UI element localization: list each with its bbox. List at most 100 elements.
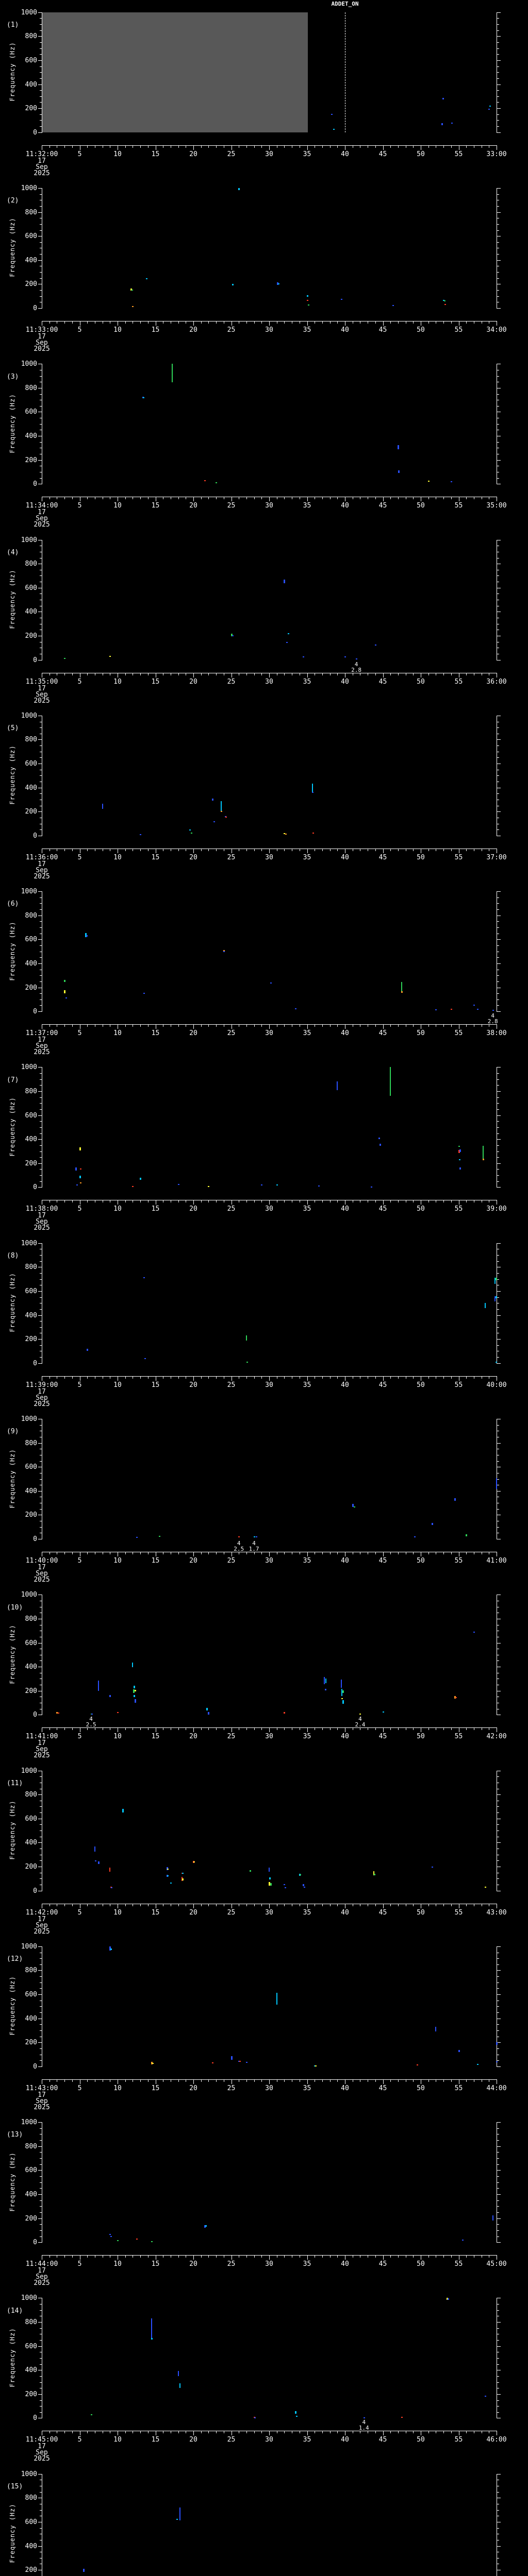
x-tick-label: 10 xyxy=(113,150,122,158)
y-tick xyxy=(38,460,42,461)
x-tick xyxy=(140,1025,141,1027)
y-tick xyxy=(497,1145,499,1146)
x-tick xyxy=(254,1025,255,1027)
x-tick-label: 20 xyxy=(189,1205,197,1213)
x-tick xyxy=(193,2256,194,2260)
y-tick xyxy=(38,1946,42,1947)
detection-point xyxy=(245,2062,248,2063)
x-tick xyxy=(64,1552,65,1554)
y-tick xyxy=(40,2510,42,2511)
x-tick-label: 35 xyxy=(303,502,311,510)
y-axis-title: Frequency (Hz) xyxy=(9,1976,16,2036)
x-tick xyxy=(125,321,126,324)
x-tick xyxy=(125,849,126,851)
event-marker-count: 4 xyxy=(354,660,358,668)
x-tick xyxy=(428,497,429,500)
x-tick xyxy=(125,1025,126,1027)
y-tick xyxy=(40,1127,42,1128)
y-tick xyxy=(40,2164,42,2165)
y-tick xyxy=(38,1994,42,1995)
y-tick xyxy=(40,897,42,898)
y-tick-label: 400 xyxy=(25,1663,37,1671)
detection-point xyxy=(208,1712,210,1715)
detection-point xyxy=(306,299,308,301)
detection-point xyxy=(442,97,444,99)
date-label: 2025 xyxy=(34,1927,50,1936)
x-tick-label: 35 xyxy=(303,326,311,334)
x-tick xyxy=(413,1200,414,1203)
y-tick xyxy=(38,2394,42,2395)
y-tick xyxy=(497,1297,499,1298)
x-tick xyxy=(383,1728,384,1733)
detection-point xyxy=(122,1808,124,1812)
y-tick xyxy=(497,114,499,115)
x-tick xyxy=(466,1376,467,1379)
detection-point xyxy=(458,1159,460,1160)
panel-index-label: (2) xyxy=(7,197,19,205)
detection-point xyxy=(379,1143,381,1146)
x-tick xyxy=(178,1025,179,1027)
x-tick-label: 20 xyxy=(189,1557,197,1565)
y-tick xyxy=(40,957,42,958)
x-tick xyxy=(375,2079,376,2082)
x-tick-label: 25 xyxy=(227,2084,236,2092)
x-tick-label: 35:00 xyxy=(486,502,507,510)
y-tick xyxy=(497,2164,499,2165)
y-tick xyxy=(38,2194,42,2195)
y-tick xyxy=(40,1279,42,1280)
y-tick xyxy=(38,84,42,85)
detection-point xyxy=(363,2417,365,2419)
x-tick-label: 35 xyxy=(303,1733,311,1741)
y-tick xyxy=(497,12,501,13)
y-tick xyxy=(38,739,42,740)
y-tick xyxy=(40,1982,42,1983)
x-tick xyxy=(254,145,255,148)
x-tick xyxy=(208,1728,209,1731)
detection-point xyxy=(496,2061,498,2063)
x-tick xyxy=(329,1904,331,1906)
detection-point xyxy=(284,1884,286,1886)
detection-point xyxy=(232,284,234,286)
y-axis-title: Frequency (Hz) xyxy=(9,1624,16,1684)
x-tick-label: 55 xyxy=(454,150,463,158)
y-tick-label: 200 xyxy=(25,1687,37,1695)
y-tick xyxy=(40,1109,42,1110)
x-tick xyxy=(398,1904,399,1906)
x-tick xyxy=(322,1552,323,1554)
x-tick-label: 55 xyxy=(454,1908,463,1917)
detection-point xyxy=(65,997,68,999)
x-tick xyxy=(466,849,467,851)
y-tick xyxy=(497,1115,501,1116)
y-tick xyxy=(497,1157,499,1158)
x-tick-label: 11:38:00 xyxy=(25,1205,58,1213)
y-tick xyxy=(497,921,499,922)
detection-point xyxy=(450,481,452,483)
x-tick xyxy=(261,1025,262,1027)
y-tick xyxy=(40,1776,42,1777)
y-tick xyxy=(497,1425,499,1426)
detection-point xyxy=(238,188,240,190)
y-axis-title: Frequency (Hz) xyxy=(9,2152,16,2212)
detection-point xyxy=(312,832,315,834)
x-tick-label: 10 xyxy=(113,2260,122,2268)
x-tick xyxy=(322,673,323,675)
x-tick xyxy=(254,1728,255,1731)
x-tick xyxy=(216,1376,217,1379)
y-tick xyxy=(497,102,499,103)
y-tick xyxy=(40,2230,42,2231)
detection-point xyxy=(484,1302,486,1308)
x-tick xyxy=(261,2256,262,2258)
detection-point xyxy=(179,2507,180,2521)
detection-point xyxy=(56,1712,58,1714)
detection-point xyxy=(390,1067,391,1096)
detection-point xyxy=(454,1498,456,1501)
x-tick-label: 50 xyxy=(417,677,425,686)
detection-point xyxy=(284,1712,286,1714)
y-tick xyxy=(38,2473,42,2475)
x-tick-label: 20 xyxy=(189,1733,197,1741)
x-tick-label: 25 xyxy=(227,2436,236,2444)
x-tick xyxy=(383,849,384,853)
detection-point xyxy=(306,295,308,297)
x-tick xyxy=(201,1904,202,1906)
x-tick-label: 15 xyxy=(151,1908,160,1917)
